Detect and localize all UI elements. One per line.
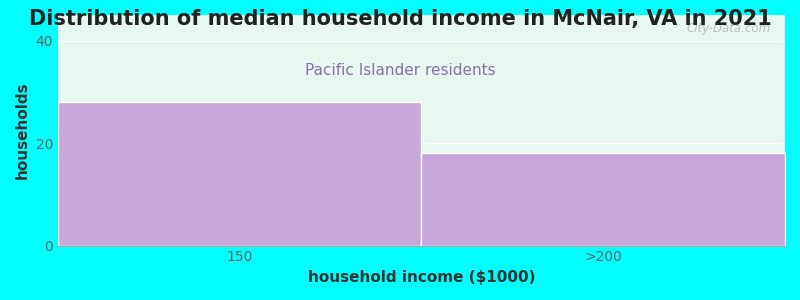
X-axis label: household income ($1000): household income ($1000) — [308, 270, 535, 285]
Y-axis label: households: households — [15, 82, 30, 179]
Text: City-Data.com: City-Data.com — [686, 22, 770, 35]
Text: Distribution of median household income in McNair, VA in 2021: Distribution of median household income … — [29, 9, 771, 29]
Text: Pacific Islander residents: Pacific Islander residents — [305, 63, 495, 78]
